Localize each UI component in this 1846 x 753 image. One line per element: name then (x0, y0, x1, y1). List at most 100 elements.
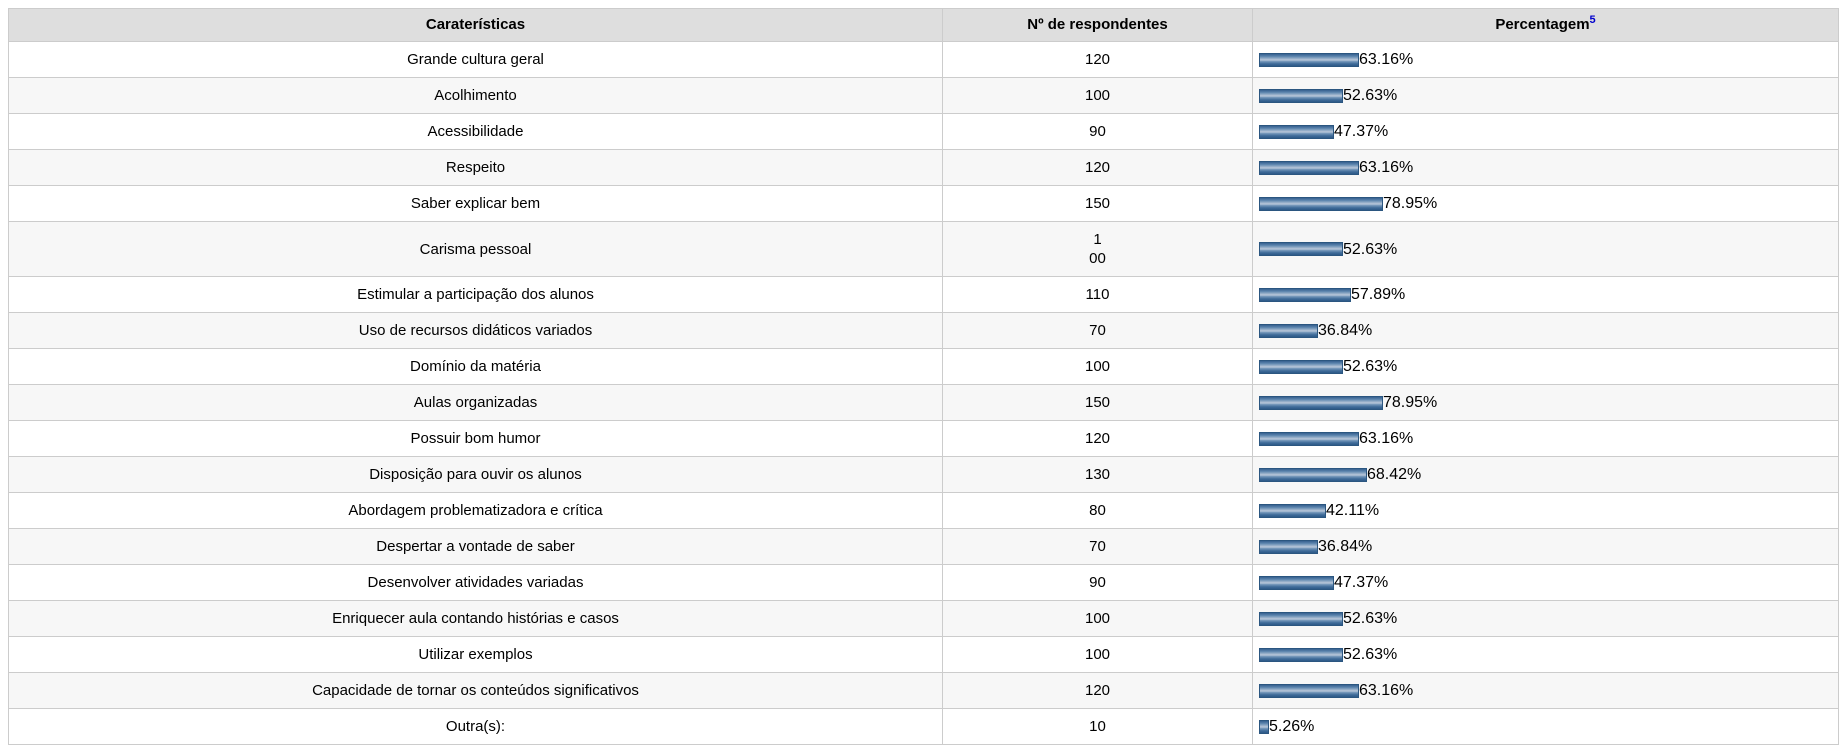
characteristic-cell: Estimular a participação dos alunos (8, 276, 943, 313)
table-row: Abordagem problematizadora e crítica 80 42… (8, 492, 1839, 529)
percentage-cell: 47.37% (1252, 564, 1839, 601)
percentage-bar (1259, 88, 1343, 103)
respondents-cell: 10 (942, 708, 1253, 745)
percentage-bar (1259, 52, 1359, 67)
percentage-bar-wrap: 63.16% (1259, 158, 1832, 177)
percentage-value: 5.26% (1269, 718, 1315, 735)
percentage-bar-wrap: 57.89% (1259, 285, 1832, 304)
table-row: Respeito 120 63.16% (8, 149, 1839, 186)
table-row: Domínio da matéria 100 52.63% (8, 348, 1839, 385)
table-row: Grande cultura geral 120 63.16% (8, 41, 1839, 78)
table-row: Acessibilidade 90 47.37% (8, 113, 1839, 150)
percentage-cell: 57.89% (1252, 276, 1839, 313)
percentage-cell: 78.95% (1252, 384, 1839, 421)
percentage-cell: 36.84% (1252, 528, 1839, 565)
percentage-bar (1259, 575, 1334, 590)
percentage-bar (1259, 647, 1343, 662)
survey-results-table: Caraterísticas Nº de respondentes Percen… (8, 8, 1839, 745)
percentage-cell: 78.95% (1252, 185, 1839, 222)
percentage-cell: 52.63% (1252, 600, 1839, 637)
characteristic-cell: Acessibilidade (8, 113, 943, 150)
percentage-value: 78.95% (1383, 394, 1438, 411)
percentage-bar (1259, 467, 1367, 482)
characteristic-cell: Abordagem problematizadora e crítica (8, 492, 943, 529)
respondents-cell: 120 (942, 41, 1253, 78)
percentage-value: 47.37% (1334, 574, 1389, 591)
percentage-value: 52.63% (1343, 240, 1398, 258)
percentage-bar-wrap: 52.63% (1259, 357, 1832, 376)
table-row: Outra(s): 10 5.26% (8, 708, 1839, 745)
table-row: Carisma pessoal 1 00 52.63% (8, 221, 1839, 277)
respondents-cell: 70 (942, 312, 1253, 349)
characteristic-cell: Disposição para ouvir os alunos (8, 456, 943, 493)
column-header-percentagem-label: Percentagem (1495, 16, 1590, 33)
respondents-cell: 110 (942, 276, 1253, 313)
percentage-bar (1259, 196, 1383, 211)
percentage-bar (1259, 431, 1359, 446)
percentage-bar-wrap: 52.63% (1259, 86, 1832, 105)
respondents-cell: 80 (942, 492, 1253, 529)
percentage-bar (1259, 287, 1351, 302)
percentage-bar-wrap: 52.63% (1259, 609, 1832, 628)
respondents-cell: 1 00 (942, 221, 1253, 277)
respondents-cell: 90 (942, 113, 1253, 150)
percentage-value: 36.84% (1318, 538, 1373, 555)
percentage-value: 63.16% (1359, 430, 1414, 447)
percentage-bar (1259, 611, 1343, 626)
respondents-cell: 100 (942, 77, 1253, 114)
characteristic-cell: Outra(s): (8, 708, 943, 745)
percentage-bar (1259, 323, 1318, 338)
characteristic-cell: Saber explicar bem (8, 185, 943, 222)
percentage-cell: 63.16% (1252, 420, 1839, 457)
table-row: Disposição para ouvir os alunos 130 68.42% (8, 456, 1839, 493)
respondents-cell: 120 (942, 420, 1253, 457)
percentage-bar (1259, 359, 1343, 374)
percentage-bar-wrap: 63.16% (1259, 50, 1832, 69)
percentage-cell: 68.42% (1252, 456, 1839, 493)
characteristic-cell: Possuir bom humor (8, 420, 943, 457)
percentage-value: 47.37% (1334, 123, 1389, 140)
footnote-link[interactable]: 5 (1589, 14, 1596, 26)
percentage-bar-wrap: 52.63% (1259, 240, 1832, 259)
percentage-bar (1259, 719, 1269, 734)
table-row: Uso de recursos didáticos variados 70 36.8… (8, 312, 1839, 349)
percentage-value: 68.42% (1367, 466, 1422, 483)
table-row: Capacidade de tornar os conteúdos signif… (8, 672, 1839, 709)
table-row: Despertar a vontade de saber 70 36.84% (8, 528, 1839, 565)
percentage-cell: 52.63% (1252, 77, 1839, 114)
characteristic-cell: Despertar a vontade de saber (8, 528, 943, 565)
percentage-cell: 63.16% (1252, 672, 1839, 709)
percentage-value: 52.63% (1343, 358, 1398, 375)
percentage-value: 78.95% (1383, 195, 1438, 212)
percentage-cell: 63.16% (1252, 41, 1839, 78)
respondents-cell: 120 (942, 672, 1253, 709)
characteristic-cell: Utilizar exemplos (8, 636, 943, 673)
respondents-cell: 150 (942, 185, 1253, 222)
table-row: Enriquecer aula contando histórias e cas… (8, 600, 1839, 637)
percentage-cell: 42.11% (1252, 492, 1839, 529)
characteristic-cell: Capacidade de tornar os conteúdos signif… (8, 672, 943, 709)
percentage-bar (1259, 683, 1359, 698)
percentage-bar-wrap: 78.95% (1259, 393, 1832, 412)
characteristic-cell: Desenvolver atividades variadas (8, 564, 943, 601)
respondents-cell: 70 (942, 528, 1253, 565)
respondents-cell: 90 (942, 564, 1253, 601)
percentage-bar (1259, 160, 1359, 175)
percentage-cell: 52.63% (1252, 636, 1839, 673)
percentage-value: 63.16% (1359, 682, 1414, 699)
characteristic-cell: Enriquecer aula contando histórias e cas… (8, 600, 943, 637)
characteristic-cell: Aulas organizadas (8, 384, 943, 421)
respondents-cell: 150 (942, 384, 1253, 421)
table-row: Desenvolver atividades variadas 90 47.37% (8, 564, 1839, 601)
respondents-cell: 100 (942, 600, 1253, 637)
table-row: Estimular a participação dos alunos 110 57… (8, 276, 1839, 313)
percentage-bar-wrap: 36.84% (1259, 321, 1832, 340)
percentage-bar-wrap: 63.16% (1259, 429, 1832, 448)
characteristic-cell: Acolhimento (8, 77, 943, 114)
percentage-value: 36.84% (1318, 322, 1373, 339)
percentage-cell: 52.63% (1252, 221, 1839, 277)
table-row: Utilizar exemplos 100 52.63% (8, 636, 1839, 673)
column-header-caracteristicas: Caraterísticas (8, 8, 943, 42)
percentage-value: 52.63% (1343, 87, 1398, 104)
percentage-bar-wrap: 78.95% (1259, 194, 1832, 213)
